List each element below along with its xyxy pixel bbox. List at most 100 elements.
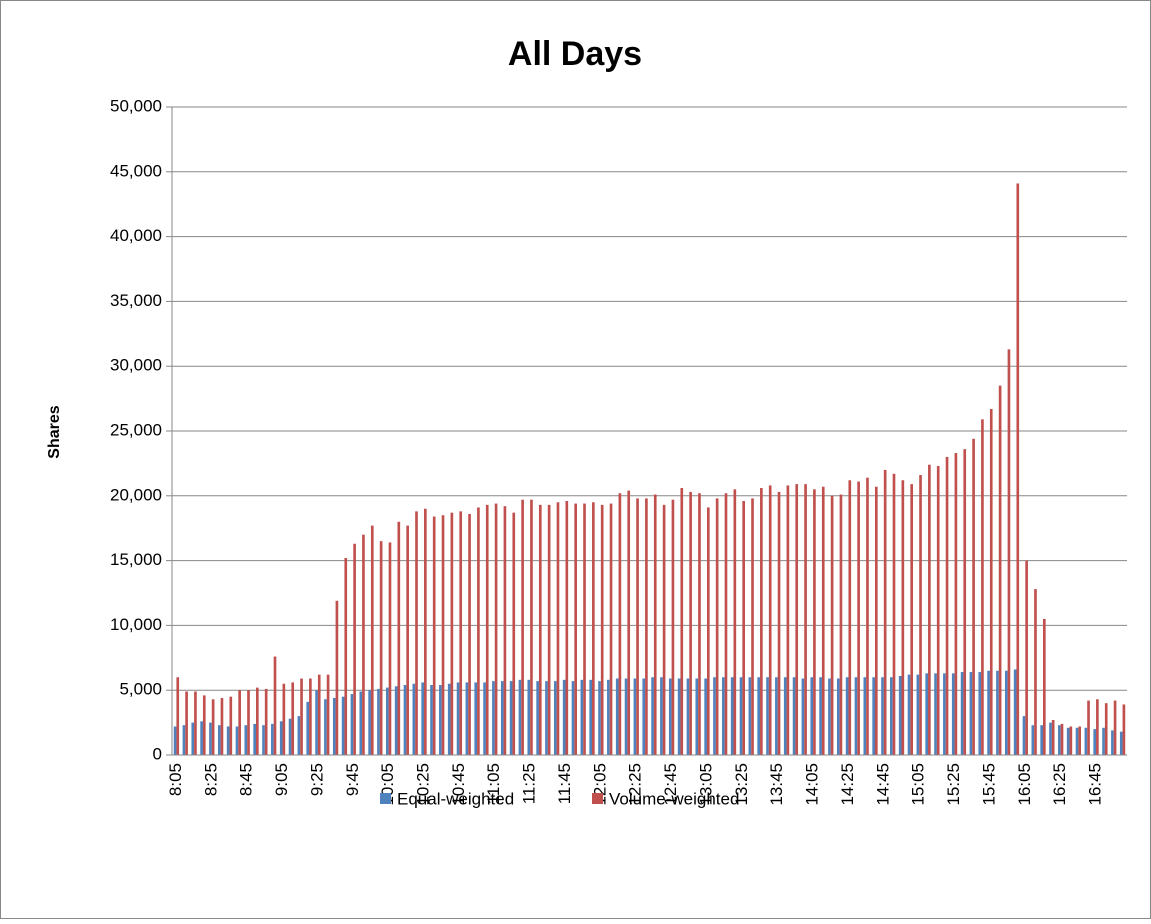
- bar: [607, 679, 610, 755]
- bar: [580, 679, 584, 755]
- bar: [253, 723, 257, 755]
- bar: [813, 489, 816, 755]
- bar: [730, 677, 734, 755]
- x-tick-label: 10:45: [449, 763, 468, 806]
- bar: [898, 675, 902, 755]
- bar: [951, 673, 955, 755]
- bar: [450, 512, 454, 755]
- bar: [297, 716, 301, 755]
- y-axis-label: Shares: [46, 405, 63, 458]
- bar: [748, 677, 752, 755]
- bar: [775, 677, 778, 755]
- bar: [503, 506, 507, 755]
- bar: [636, 498, 639, 755]
- bar: [845, 677, 849, 755]
- bar: [512, 512, 516, 755]
- y-tick-label: 40,000: [110, 226, 162, 245]
- bar: [668, 678, 672, 755]
- bar: [651, 677, 654, 755]
- y-tick-label: 35,000: [110, 291, 162, 310]
- bar: [936, 465, 940, 755]
- bar: [262, 725, 265, 755]
- bar: [589, 679, 593, 755]
- bar: [217, 725, 221, 755]
- bar: [830, 495, 834, 755]
- bar: [686, 678, 690, 755]
- bar: [907, 674, 911, 755]
- x-tick-label: 16:05: [1015, 763, 1034, 806]
- chart-title: All Days: [508, 35, 642, 73]
- bar: [353, 543, 356, 755]
- bar: [1049, 722, 1052, 755]
- bar: [379, 541, 383, 755]
- x-tick-label: 13:05: [696, 763, 715, 806]
- bar: [412, 683, 416, 755]
- bar: [1075, 727, 1079, 755]
- x-tick-label: 15:45: [979, 763, 998, 806]
- bar: [866, 477, 869, 755]
- bar: [969, 672, 973, 755]
- y-tick-label: 45,000: [110, 161, 162, 180]
- bar: [456, 682, 460, 755]
- bar: [424, 508, 427, 755]
- bar: [1034, 589, 1037, 755]
- y-tick-label: 5,000: [119, 680, 162, 699]
- bar: [527, 679, 531, 755]
- bar: [235, 726, 239, 755]
- bar: [751, 498, 754, 755]
- bar: [645, 498, 648, 755]
- bar: [324, 699, 327, 755]
- bar: [518, 679, 522, 755]
- x-tick-label: 12:25: [626, 763, 645, 806]
- bar: [583, 503, 586, 755]
- bar: [698, 493, 701, 755]
- bar: [182, 725, 186, 755]
- bar: [739, 677, 743, 755]
- bar: [901, 480, 905, 755]
- bar: [341, 696, 345, 755]
- bar: [1104, 703, 1108, 755]
- bar: [857, 481, 860, 755]
- bar: [415, 511, 418, 755]
- bar: [633, 678, 637, 755]
- bar: [742, 500, 745, 755]
- bar: [1040, 725, 1043, 755]
- bar: [300, 678, 303, 755]
- bar: [839, 494, 843, 755]
- bar: [306, 701, 310, 755]
- bar: [432, 516, 436, 755]
- bar: [757, 677, 761, 755]
- bar: [848, 480, 852, 755]
- bar: [368, 690, 371, 755]
- bar: [530, 499, 533, 755]
- bar: [989, 408, 993, 755]
- bar: [766, 677, 769, 755]
- bar: [574, 503, 577, 755]
- bar: [326, 674, 330, 755]
- bar: [1096, 699, 1099, 755]
- bar: [1042, 618, 1046, 755]
- bar: [810, 677, 814, 755]
- x-tick-label: 9:45: [343, 763, 362, 796]
- bar: [220, 697, 224, 755]
- bar: [344, 558, 348, 755]
- x-tick-label: 16:45: [1086, 763, 1105, 806]
- bar: [677, 678, 681, 755]
- legend-label: Equal-weighted: [397, 789, 514, 808]
- bar: [819, 677, 822, 755]
- bar: [1031, 725, 1035, 755]
- bar: [863, 677, 867, 755]
- bar: [359, 691, 363, 755]
- bar: [421, 682, 425, 755]
- x-tick-label: 8:45: [237, 763, 256, 796]
- bar: [565, 500, 569, 755]
- bar: [689, 491, 692, 755]
- bar: [998, 385, 1002, 755]
- bar: [960, 672, 964, 755]
- bar: [545, 681, 548, 755]
- bar: [706, 507, 710, 755]
- bar: [963, 449, 967, 755]
- bar: [954, 453, 958, 755]
- bar: [447, 683, 451, 755]
- bar: [695, 678, 699, 755]
